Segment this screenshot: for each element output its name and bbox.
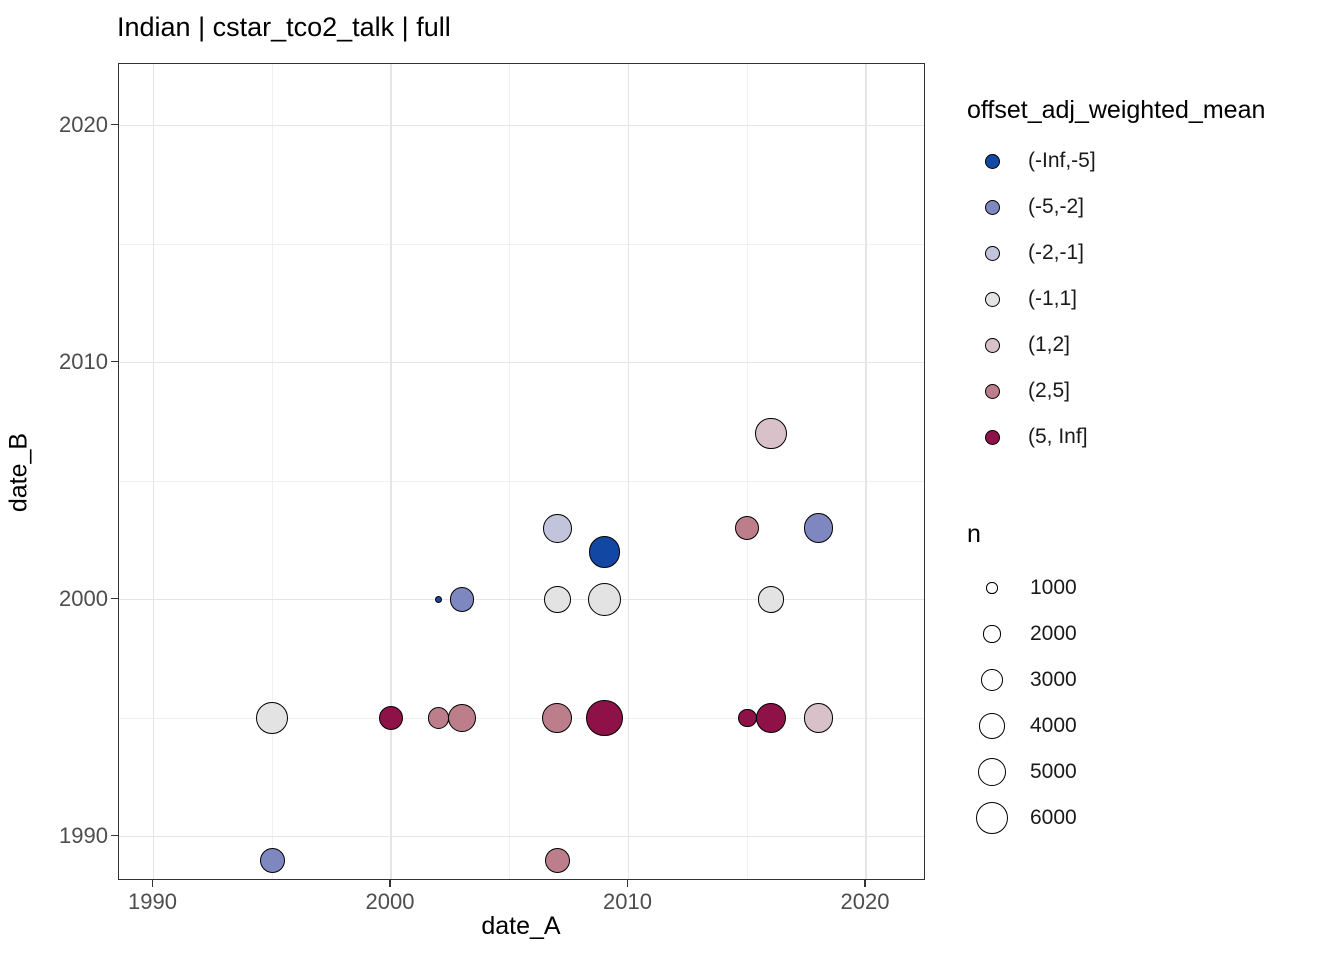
data-point	[543, 586, 571, 613]
y-tick-label: 2010	[59, 348, 108, 374]
data-point	[803, 513, 834, 544]
data-point	[256, 701, 289, 734]
gridline-x-minor	[509, 64, 511, 879]
size-legend-label: 1000	[1030, 576, 1077, 599]
gridline-x-major	[865, 64, 867, 879]
x-tick-mark	[389, 880, 391, 887]
color-legend-label: (1,2]	[1028, 333, 1071, 356]
color-legend-key-icon	[984, 291, 1000, 307]
x-tick-label: 2010	[603, 889, 652, 914]
color-legend-title: offset_adj_weighted_mean	[967, 96, 1266, 124]
gridline-y-major	[119, 361, 924, 364]
y-axis-title: date_B	[4, 432, 33, 513]
color-legend-label: (5, Inf]	[1028, 425, 1088, 448]
size-legend-label: 3000	[1030, 668, 1077, 691]
gridline-y-minor	[119, 243, 924, 245]
x-tick-label: 1990	[128, 889, 177, 914]
size-legend-key-icon	[979, 713, 1005, 739]
data-point	[755, 417, 787, 450]
color-legend-label: (-5,-2]	[1028, 195, 1085, 218]
data-point	[803, 703, 834, 733]
gridline-y-minor	[119, 480, 924, 482]
data-point	[542, 703, 573, 733]
data-point	[448, 703, 477, 732]
color-legend-key-icon	[984, 199, 1000, 215]
data-point	[434, 595, 443, 604]
y-tick-label: 1990	[59, 822, 108, 848]
color-legend-key-icon	[984, 429, 1000, 445]
data-point	[427, 707, 450, 729]
size-legend-key-icon	[983, 625, 1001, 643]
x-tick-label: 2000	[365, 889, 415, 914]
size-legend-label: 4000	[1030, 714, 1077, 737]
x-tick-mark	[151, 880, 154, 887]
x-tick-label: 2020	[840, 889, 890, 914]
y-tick-mark	[111, 834, 118, 837]
x-axis-title: date_A	[481, 912, 561, 940]
gridline-x-major	[390, 64, 392, 879]
size-legend-key-icon	[981, 669, 1003, 691]
data-point	[450, 587, 475, 612]
size-legend-key-icon	[986, 582, 998, 594]
size-legend-key-icon	[975, 801, 1008, 834]
data-point	[737, 708, 757, 728]
data-point	[586, 699, 624, 737]
size-legend-label: 2000	[1030, 622, 1077, 645]
color-legend-label: (-2,-1]	[1028, 241, 1085, 264]
size-legend-key-icon	[977, 757, 1007, 787]
size-legend-label: 5000	[1030, 760, 1077, 783]
color-legend-label: (-1,1]	[1028, 287, 1078, 310]
x-tick-mark	[626, 880, 629, 887]
color-legend-key-icon	[984, 245, 1000, 261]
gridline-y-major	[119, 124, 924, 127]
y-tick-label: 2000	[59, 585, 108, 611]
y-tick-label: 2020	[59, 111, 108, 137]
data-point	[259, 847, 285, 873]
gridline-x-minor	[271, 64, 273, 879]
x-tick-mark	[864, 880, 866, 887]
gridline-x-major	[627, 64, 630, 879]
data-point	[589, 536, 621, 568]
color-legend-label: (2,5]	[1028, 379, 1071, 402]
gridline-x-major	[152, 64, 155, 879]
gridline-x-minor	[746, 64, 748, 879]
gridline-y-minor	[119, 717, 924, 719]
y-tick-mark	[111, 123, 118, 126]
data-point	[378, 705, 404, 731]
size-legend-label: 6000	[1030, 806, 1077, 829]
data-point	[588, 582, 622, 617]
data-point	[544, 847, 570, 873]
color-legend-key-icon	[984, 383, 1000, 399]
plot-panel	[118, 63, 925, 880]
data-point	[757, 586, 785, 613]
y-tick-mark	[111, 597, 118, 600]
data-point	[542, 514, 572, 543]
color-legend-key-icon	[984, 153, 1000, 169]
plot-title: Indian | cstar_tco2_talk | full	[117, 12, 451, 42]
gridline-y-major	[119, 598, 924, 601]
data-point	[756, 703, 786, 733]
size-legend-title: n	[967, 520, 981, 548]
gridline-y-major	[119, 835, 924, 838]
color-legend-key-icon	[984, 337, 1000, 353]
data-point	[735, 516, 760, 541]
y-tick-mark	[111, 360, 118, 363]
color-legend-label: (-Inf,-5]	[1028, 149, 1096, 172]
